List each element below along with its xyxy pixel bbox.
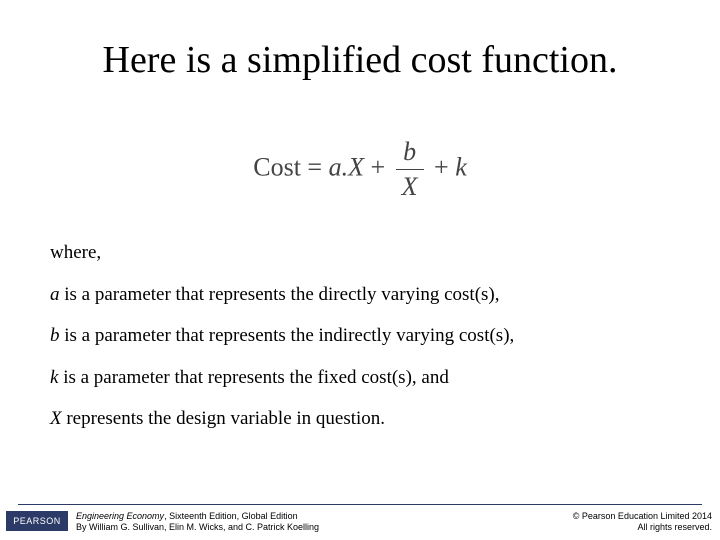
- cost-equation: Cost = a.X + b X + k: [50, 137, 670, 202]
- equation-fraction: b X: [396, 137, 424, 202]
- text-x: represents the design variable in questi…: [62, 408, 385, 429]
- footer-citation: Engineering Economy, Sixteenth Edition, …: [76, 511, 319, 534]
- equals: =: [307, 152, 328, 181]
- definition-x: X represents the design variable in ques…: [50, 406, 670, 433]
- edition-text: , Sixteenth Edition, Global Edition: [164, 511, 298, 521]
- definition-a: a is a parameter that represents the dir…: [50, 282, 670, 309]
- plus1: +: [370, 152, 391, 181]
- definitions-block: where, a is a parameter that represents …: [50, 240, 670, 433]
- footer-copyright: © Pearson Education Limited 2014 All rig…: [573, 511, 712, 534]
- slide-footer: PEARSON Engineering Economy, Sixteenth E…: [0, 504, 720, 540]
- copyright-line: © Pearson Education Limited 2014: [573, 511, 712, 521]
- equation-lhs: Cost: [253, 152, 301, 181]
- where-label: where,: [50, 240, 670, 267]
- text-a: is a parameter that represents the direc…: [60, 284, 500, 305]
- book-title: Engineering Economy: [76, 511, 164, 521]
- equation-term3: k: [455, 152, 467, 181]
- rights-line: All rights reserved.: [637, 522, 712, 532]
- text-b: is a parameter that represents the indir…: [60, 325, 515, 346]
- text-k: is a parameter that represents the fixed…: [58, 367, 448, 388]
- plus2: +: [434, 152, 455, 181]
- var-b: b: [50, 325, 60, 346]
- definition-k: k is a parameter that represents the fix…: [50, 365, 670, 392]
- fraction-denominator: X: [396, 170, 424, 202]
- fraction-numerator: b: [396, 137, 424, 170]
- footer-rule: [18, 504, 702, 505]
- slide-title: Here is a simplified cost function.: [50, 38, 670, 82]
- pearson-logo: PEARSON: [6, 511, 68, 531]
- definition-b: b is a parameter that represents the ind…: [50, 323, 670, 350]
- var-x: X: [50, 408, 62, 429]
- var-a: a: [50, 284, 60, 305]
- equation-term1: a.X: [329, 152, 364, 181]
- authors-text: By William G. Sullivan, Elin M. Wicks, a…: [76, 522, 319, 532]
